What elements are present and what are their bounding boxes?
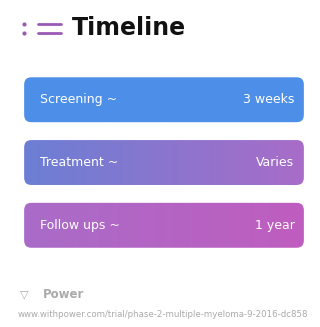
Text: Varies: Varies	[256, 156, 294, 169]
Text: Screening ~: Screening ~	[40, 93, 117, 106]
Text: Timeline: Timeline	[72, 16, 186, 41]
Text: www.withpower.com/trial/phase-2-multiple-myeloma-9-2016-dc858: www.withpower.com/trial/phase-2-multiple…	[18, 310, 308, 319]
Text: 3 weeks: 3 weeks	[243, 93, 294, 106]
Text: ▽: ▽	[20, 289, 28, 299]
Text: 1 year: 1 year	[254, 219, 294, 232]
Text: Follow ups ~: Follow ups ~	[40, 219, 120, 232]
Text: Treatment ~: Treatment ~	[40, 156, 118, 169]
Text: Power: Power	[43, 288, 84, 301]
